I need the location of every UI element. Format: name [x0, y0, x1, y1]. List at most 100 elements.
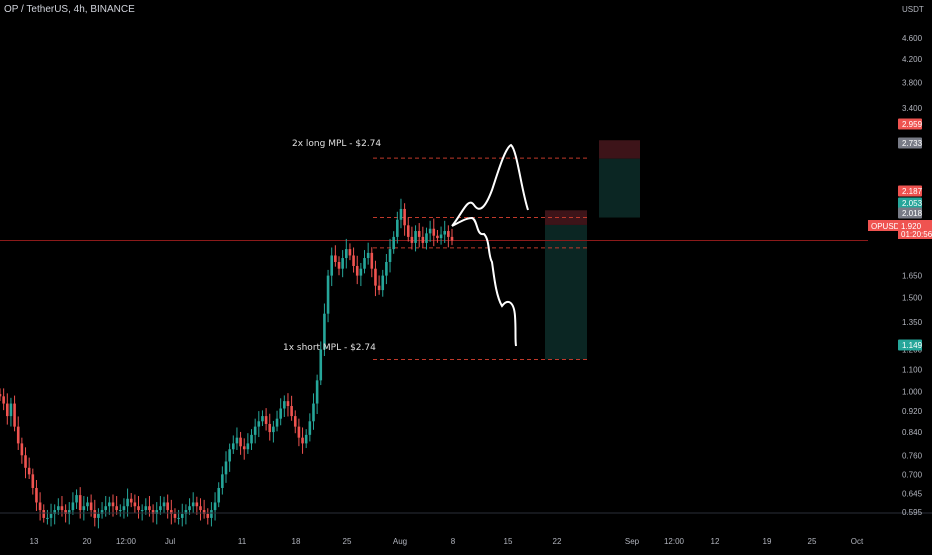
price-tick: 4.200 [902, 55, 923, 64]
long-target-zone[interactable] [599, 158, 640, 218]
candle-body [5, 403, 9, 417]
candle-body [170, 510, 173, 514]
price-tick: 0.700 [902, 470, 923, 479]
candle-body [242, 446, 246, 450]
candle-body [439, 234, 443, 239]
candle-body [385, 261, 388, 276]
badge-2733-text: 2.733 [902, 139, 923, 148]
candle-body [199, 506, 202, 511]
price-tick: 1.350 [902, 318, 923, 327]
badge-1149-text: 1.149 [902, 341, 923, 350]
candle-body [16, 426, 20, 444]
candle-body [406, 225, 410, 237]
badge-2018 [898, 207, 922, 219]
candle-body [228, 449, 231, 462]
time-tick: 12 [711, 537, 720, 546]
candle-body [432, 228, 436, 236]
candle-body [100, 510, 104, 514]
badge-2959 [898, 118, 922, 130]
candle-body [337, 261, 341, 269]
candle-body [239, 437, 242, 447]
candle-body [97, 513, 100, 518]
candle-body [213, 502, 217, 511]
time-tick: Aug [393, 537, 407, 546]
candle-body [257, 421, 261, 427]
candle-body [89, 502, 93, 511]
time-tick: 8 [451, 537, 456, 546]
candle-body [13, 403, 16, 427]
candle-body [272, 426, 275, 433]
candle-body [246, 443, 250, 450]
candle-body [231, 443, 235, 450]
price-tick: 1.100 [902, 366, 923, 375]
candle-body [293, 416, 297, 427]
candle-body [46, 517, 49, 519]
price-tick: 1.000 [902, 388, 923, 397]
long-stop-zone[interactable] [599, 140, 640, 159]
candle-body [133, 502, 137, 507]
symbol-badge [868, 220, 898, 231]
candle-body [93, 510, 97, 518]
candle-body [399, 208, 403, 220]
symbol-badge-text: OPUSDT [871, 222, 904, 231]
candle-body [86, 502, 89, 507]
price-tick: 4.600 [902, 34, 923, 43]
time-tick: 11 [238, 537, 247, 546]
candle-body [421, 236, 425, 243]
candle-body [344, 249, 348, 259]
bearish-projection-path [451, 216, 517, 347]
candle-body [191, 502, 195, 507]
candle-body [436, 235, 439, 239]
price-tick: 1.650 [902, 272, 923, 281]
candle-body [341, 258, 344, 269]
price-tick: 0.840 [902, 428, 923, 437]
badge-2187 [898, 185, 922, 197]
time-tick: Jul [165, 537, 175, 546]
candle-body [410, 236, 414, 243]
candle-body [111, 502, 115, 507]
price-tick: 0.760 [902, 451, 923, 460]
time-tick: 19 [763, 537, 772, 546]
candle-body [366, 252, 370, 259]
candle-body [82, 506, 86, 511]
candle-body [126, 498, 129, 507]
candle-body [330, 255, 334, 276]
price-axis[interactable]: USDT4.6004.2003.8003.4002.4001.6501.5001… [902, 5, 924, 517]
candle-body [323, 313, 326, 350]
candle-body [388, 249, 392, 262]
candle-body [217, 487, 221, 503]
candle-body [450, 236, 454, 241]
chart-title: OP / TetherUS, 4h, BINANCE [4, 4, 135, 15]
candle-body [359, 268, 363, 276]
candle-body [144, 506, 148, 511]
candle-body [64, 510, 67, 514]
candle-body [264, 416, 268, 424]
time-tick: 25 [343, 537, 352, 546]
candle-body [162, 502, 166, 507]
candle-body [129, 498, 133, 503]
time-tick: Oct [851, 537, 864, 546]
candle-body [115, 506, 118, 511]
candle-body [374, 268, 377, 286]
candle-body [304, 434, 308, 444]
price-tick: 3.800 [902, 78, 923, 87]
time-tick: 20 [83, 537, 92, 546]
badge-2053-text: 2.053 [902, 199, 923, 208]
candle-body [334, 255, 337, 262]
candle-body [67, 510, 71, 514]
candle-body [224, 461, 228, 475]
candle-body [443, 231, 447, 235]
level-lines [0, 157, 868, 360]
candle-body [319, 349, 323, 381]
countdown-text: 01:20:56 [901, 230, 932, 239]
badge-1149 [898, 339, 922, 351]
currency-label: USDT [902, 5, 924, 14]
time-axis[interactable]: 13 20 12:00 Jul 11 18 25 Aug 8 15 22 Sep 12:00 12 19 25… [30, 537, 864, 546]
candle-body [221, 474, 224, 488]
price-tick: 0.920 [902, 407, 923, 416]
candle-body [188, 506, 191, 511]
candle-body [166, 502, 169, 511]
short-target-zone[interactable] [545, 224, 587, 360]
